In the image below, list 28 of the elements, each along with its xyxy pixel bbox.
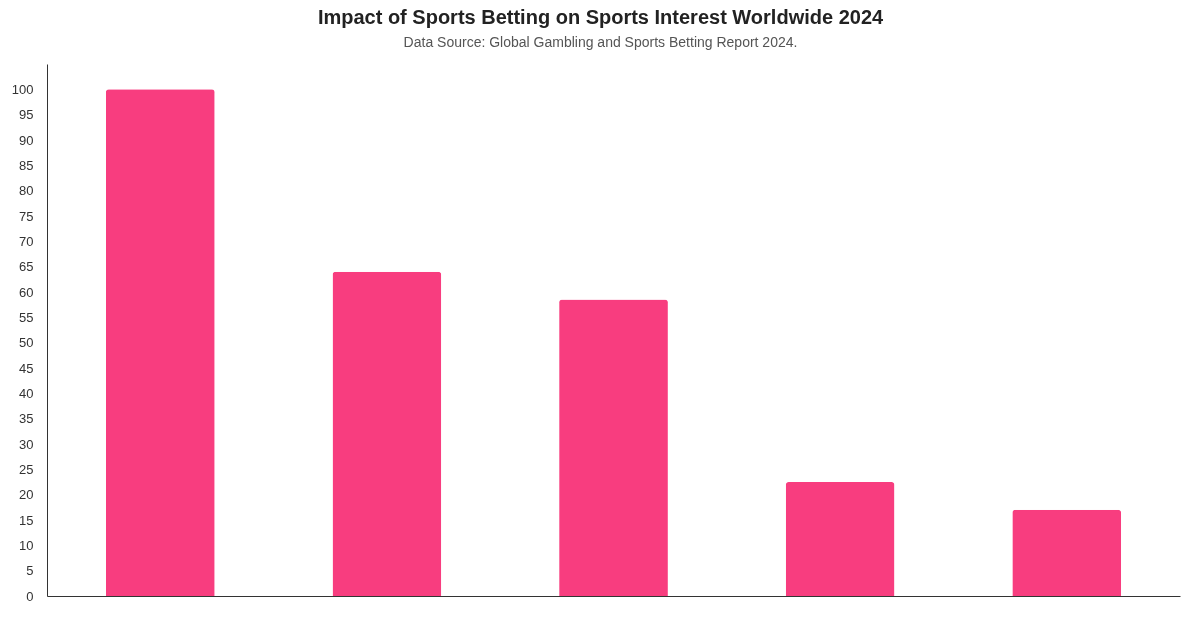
y-tick-label: 80	[19, 183, 34, 199]
bar	[785, 482, 895, 596]
y-tick-label: 55	[19, 309, 34, 325]
y-tick-label: 50	[19, 335, 34, 351]
bar	[559, 299, 668, 596]
bar	[105, 89, 215, 596]
y-tick-label: 20	[19, 487, 34, 503]
y-tick-label: 100	[11, 81, 34, 97]
chart-subtitle: Data Source: Global Gambling and Sports Betting Report 2024.	[403, 34, 798, 50]
y-tick-label: 15	[19, 512, 34, 528]
y-tick-label: 85	[19, 157, 34, 173]
y-tick-label: 10	[19, 537, 34, 553]
y-tick-label: 35	[19, 411, 34, 427]
y-tick-label: 30	[19, 436, 34, 452]
y-tick-label: 0	[26, 588, 34, 604]
chart-title: Impact of Sports Betting on Sports Interest Worldwide 2024	[317, 6, 885, 28]
y-tick-label: 40	[19, 385, 34, 401]
y-tick-label: 70	[19, 233, 34, 249]
y-tick-label: 5	[26, 563, 34, 579]
y-tick-label: 60	[19, 284, 34, 300]
y-tick-label: 65	[19, 259, 34, 275]
y-tick-label: 25	[19, 461, 34, 477]
y-tick-label: 75	[19, 208, 34, 224]
y-tick-label: 90	[19, 132, 34, 148]
y-tick-label: 95	[19, 107, 34, 123]
bar	[332, 271, 442, 596]
bar	[1012, 509, 1122, 596]
y-tick-label: 45	[19, 360, 34, 376]
